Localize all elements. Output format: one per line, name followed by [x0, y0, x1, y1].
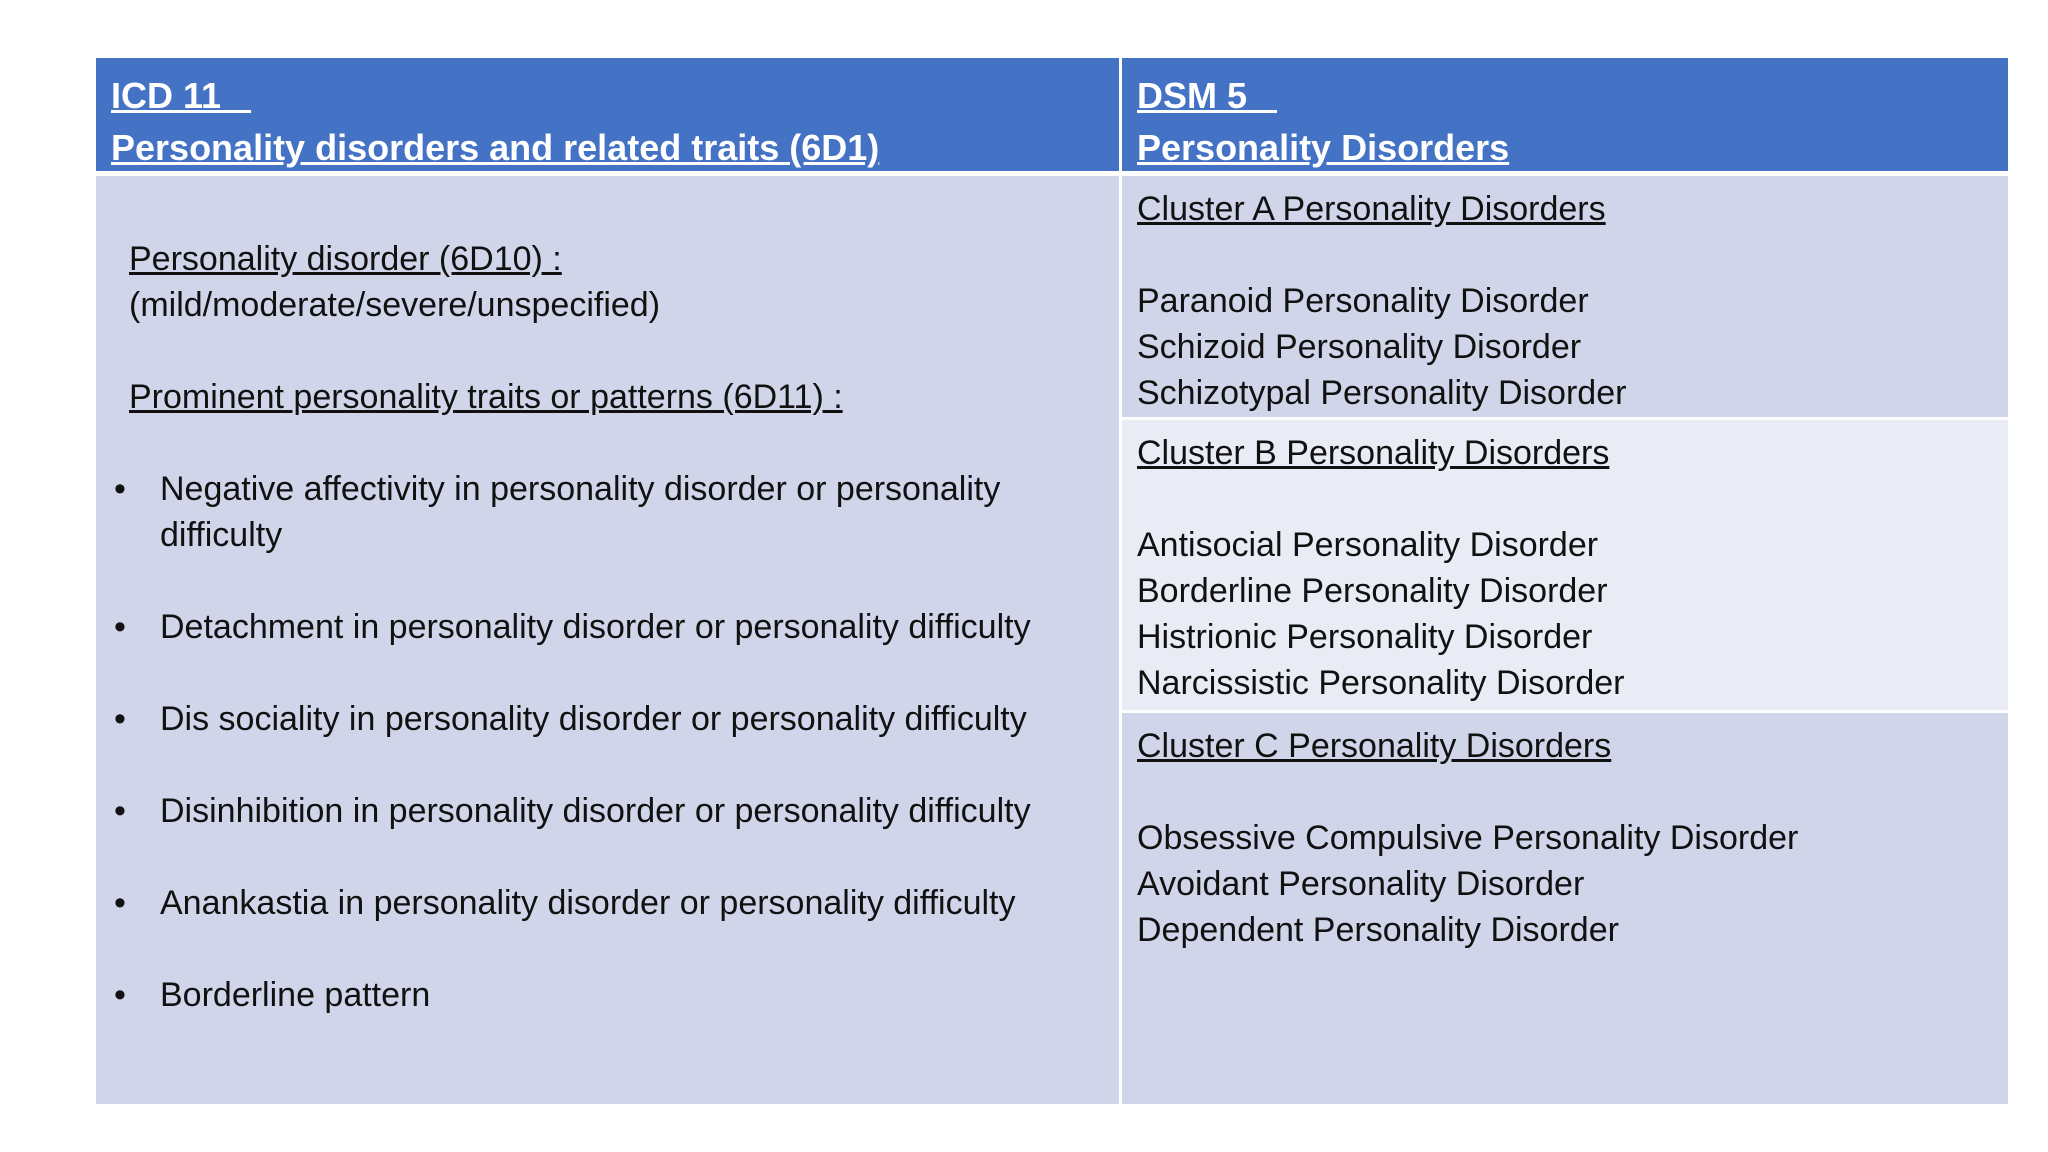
list-item: Schizotypal Personality Disorder — [1137, 374, 1627, 412]
list-item: Avoidant Personality Disorder — [1137, 865, 1585, 903]
bullet-icon: • — [114, 884, 126, 922]
list-item: Narcissistic Personality Disorder — [1137, 664, 1625, 702]
personality-disorder-title: Personality disorder (6D10) : — [129, 240, 562, 278]
header-divider — [96, 171, 2008, 176]
icd11-header-subtitle: Personality disorders and related traits… — [111, 127, 880, 168]
cluster-a-block: Cluster A Personality Disorders Paranoid… — [1122, 176, 2008, 417]
column-divider — [1119, 176, 1122, 1104]
comparison-table: ICD 11 Personality disorders and related… — [96, 58, 2008, 1104]
list-item: Obsessive Compulsive Personality Disorde… — [1137, 819, 1799, 857]
personality-disorder-severity: (mild/moderate/severe/unspecified) — [129, 286, 661, 324]
bullet-icon: • — [114, 700, 126, 738]
trait-text: Borderline pattern — [160, 976, 431, 1014]
dsm5-header-title: DSM 5 — [1137, 75, 1278, 116]
list-item: Antisocial Personality Disorder — [1137, 526, 1599, 564]
column-divider — [1119, 58, 1122, 171]
cluster-c-block: Cluster C Personality Disorders Obsessiv… — [1122, 713, 2008, 1104]
cluster-b-title: Cluster B Personality Disorders — [1137, 434, 1610, 472]
bullet-icon: • — [114, 976, 126, 1014]
list-item: Dependent Personality Disorder — [1137, 911, 1619, 949]
trait-text: Detachment in personality disorder or pe… — [160, 608, 1031, 646]
trait-text: Anankastia in personality disorder or pe… — [160, 884, 1016, 922]
cluster-b-block: Cluster B Personality Disorders Antisoci… — [1122, 420, 2008, 710]
bullet-icon: • — [114, 792, 126, 830]
list-item: Borderline Personality Disorder — [1137, 572, 1608, 610]
bullet-icon: • — [114, 608, 126, 646]
icd11-header-title: ICD 11 — [111, 75, 252, 116]
bullet-icon: • — [114, 470, 126, 508]
traits-title: Prominent personality traits or patterns… — [129, 378, 843, 416]
dsm5-cell: Cluster A Personality Disorders Paranoid… — [1122, 176, 2008, 1104]
list-item: • Disinhibition in personality disorder … — [96, 788, 1119, 834]
cluster-c-title: Cluster C Personality Disorders — [1137, 727, 1612, 765]
trait-text: Negative affectivity in personality diso… — [160, 470, 1001, 554]
dsm5-header: DSM 5 Personality Disorders — [1122, 58, 2008, 171]
icd11-cell: Personality disorder (6D10) : (mild/mode… — [96, 176, 1119, 1104]
trait-text: Disinhibition in personality disorder or… — [160, 792, 1031, 830]
list-item: Histrionic Personality Disorder — [1137, 618, 1593, 656]
list-item: • Dis sociality in personality disorder … — [96, 696, 1119, 742]
list-item: • Anankastia in personality disorder or … — [96, 880, 1119, 926]
traits-list: • Negative affectivity in personality di… — [96, 466, 1119, 1018]
cluster-a-title: Cluster A Personality Disorders — [1137, 190, 1606, 228]
list-item: Paranoid Personality Disorder — [1137, 282, 1589, 320]
list-item: • Borderline pattern — [96, 972, 1119, 1018]
personality-disorder-block: Personality disorder (6D10) : (mild/mode… — [129, 236, 1119, 466]
trait-text: Dis sociality in personality disorder or… — [160, 700, 1027, 738]
list-item: Schizoid Personality Disorder — [1137, 328, 1582, 366]
icd11-header: ICD 11 Personality disorders and related… — [96, 58, 1119, 171]
list-item: • Detachment in personality disorder or … — [96, 604, 1119, 650]
dsm5-header-subtitle: Personality Disorders — [1137, 127, 1510, 168]
list-item: • Negative affectivity in personality di… — [96, 466, 1119, 558]
